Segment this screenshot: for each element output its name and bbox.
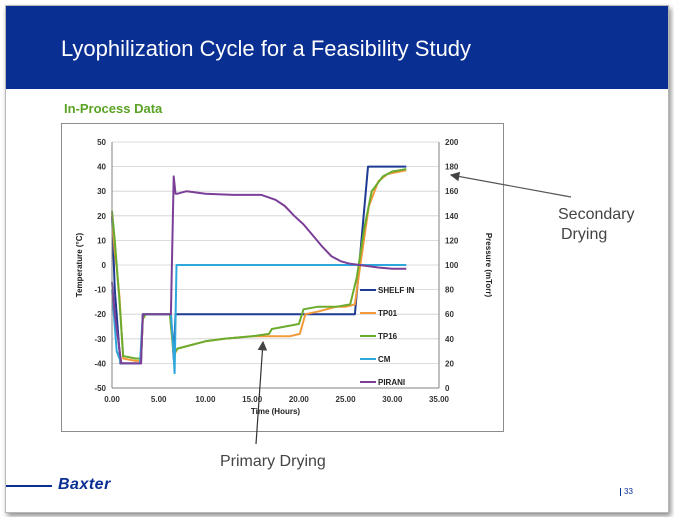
footer-rule <box>6 485 52 487</box>
y-right-tick-label: 80 <box>445 286 454 295</box>
legend-layer: SHELF IN TP01 TP16 CM PIRANI <box>360 286 415 387</box>
y-left-tick-label: 30 <box>97 187 106 196</box>
y-left-tick-label: 40 <box>97 163 106 172</box>
secondary-drying-label-line2: Drying <box>561 226 608 243</box>
y-right-tick-label: 20 <box>445 359 454 368</box>
y-left-tick-label: 50 <box>97 138 106 147</box>
y-right-tick-label: 120 <box>445 236 459 245</box>
y-right-tick-label: 160 <box>445 187 459 196</box>
axis-layer: -50 -40 -30 -20 -10 0 10 20 30 40 50 0 20 40 60 80 100 12… <box>75 138 493 416</box>
page-number: 33 <box>624 487 633 496</box>
legend-label: TP01 <box>378 309 398 318</box>
y-left-tick-label: 10 <box>97 236 106 245</box>
x-tick-label: 25.00 <box>336 395 357 404</box>
secondary-drying-arrow <box>449 171 572 198</box>
series-layer <box>111 165 407 375</box>
y-left-axis-title: Temperature (°C) <box>75 232 84 297</box>
slide: Lyophilization Cycle for a Feasibility S… <box>5 5 669 513</box>
lyophilization-chart: -50 -40 -30 -20 -10 0 10 20 30 40 50 0 20 40 60 80 100 12… <box>75 138 493 416</box>
y-left-tick-label: 0 <box>102 261 107 270</box>
y-left-tick-label: -50 <box>94 384 106 393</box>
y-right-tick-label: 40 <box>445 335 454 344</box>
primary-drying-label: Primary Drying <box>220 453 326 470</box>
x-tick-label: 15.00 <box>242 395 263 404</box>
y-right-tick-label: 140 <box>445 212 459 221</box>
series-line-pirani <box>111 175 407 365</box>
slide-subtitle: In-Process Data <box>64 101 163 116</box>
x-tick-label: 5.00 <box>151 395 167 404</box>
x-tick-label: 30.00 <box>382 395 403 404</box>
legend-label: SHELF IN <box>378 286 415 295</box>
y-left-tick-label: -40 <box>94 359 106 368</box>
y-left-tick-label: -10 <box>94 286 106 295</box>
x-tick-label: 0.00 <box>104 395 120 404</box>
y-right-axis-title: Pressure (mTorr) <box>484 233 493 298</box>
x-axis-title: Time (Hours) <box>251 407 301 416</box>
secondary-drying-label-line1: Secondary <box>558 206 635 223</box>
x-tick-label: 10.00 <box>195 395 216 404</box>
y-right-tick-label: 0 <box>445 384 450 393</box>
legend-label: TP16 <box>378 332 398 341</box>
y-right-tick-label: 100 <box>445 261 459 270</box>
y-left-tick-label: 20 <box>97 212 106 221</box>
y-right-tick-label: 60 <box>445 310 454 319</box>
callout-arrows <box>255 171 572 445</box>
baxter-logo: Baxter <box>58 476 111 493</box>
page-number-divider <box>620 488 621 496</box>
x-tick-label: 20.00 <box>289 395 310 404</box>
legend-label: PIRANI <box>378 378 405 387</box>
y-right-tick-label: 180 <box>445 163 459 172</box>
primary-drying-arrow <box>255 340 268 445</box>
legend-label: CM <box>378 355 391 364</box>
y-right-tick-label: 200 <box>445 138 459 147</box>
y-left-tick-label: -30 <box>94 335 106 344</box>
series-line-tp16 <box>111 168 407 360</box>
x-tick-label: 35.00 <box>429 395 450 404</box>
y-left-tick-label: -20 <box>94 310 106 319</box>
slide-title: Lyophilization Cycle for a Feasibility S… <box>61 36 472 61</box>
title-banner: Lyophilization Cycle for a Feasibility S… <box>6 6 668 89</box>
chart-frame: -50 -40 -30 -20 -10 0 10 20 30 40 50 0 20 40 60 80 100 12… <box>61 123 504 432</box>
